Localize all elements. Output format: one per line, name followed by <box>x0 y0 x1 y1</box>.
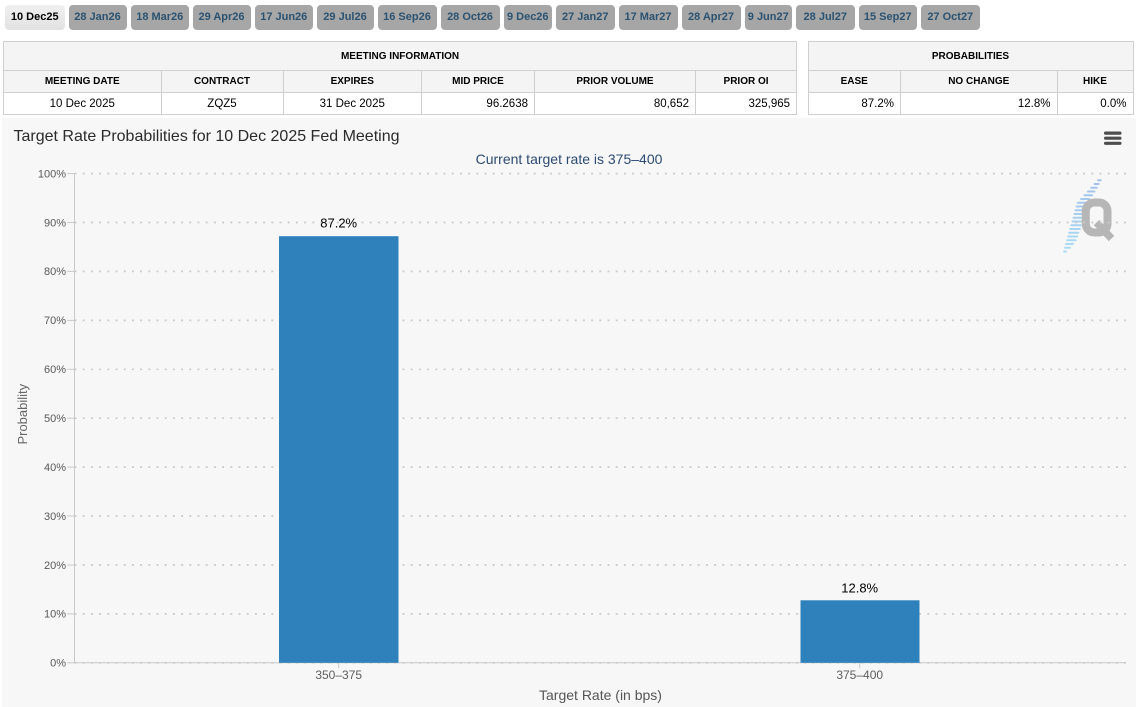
svg-text:70%: 70% <box>44 315 66 327</box>
svg-text:Target Rate Probabilities for: Target Rate Probabilities for 10 Dec 202… <box>14 128 400 145</box>
svg-text:80%: 80% <box>44 266 66 278</box>
svg-text:40%: 40% <box>44 462 66 474</box>
svg-text:87.2%: 87.2% <box>320 216 357 231</box>
svg-text:Current target rate is 375–400: Current target rate is 375–400 <box>476 151 663 167</box>
svg-text:0%: 0% <box>50 658 66 670</box>
svg-text:350–375: 350–375 <box>315 668 362 682</box>
svg-text:50%: 50% <box>44 413 66 425</box>
svg-text:20%: 20% <box>44 560 66 572</box>
svg-text:375–400: 375–400 <box>836 668 883 682</box>
svg-text:12.8%: 12.8% <box>841 580 878 595</box>
svg-text:100%: 100% <box>38 168 66 180</box>
svg-text:10%: 10% <box>44 609 66 621</box>
svg-text:60%: 60% <box>44 364 66 376</box>
svg-text:Target Rate (in bps): Target Rate (in bps) <box>539 687 662 703</box>
svg-text:90%: 90% <box>44 217 66 229</box>
svg-text:Probability: Probability <box>15 383 30 444</box>
svg-text:30%: 30% <box>44 511 66 523</box>
